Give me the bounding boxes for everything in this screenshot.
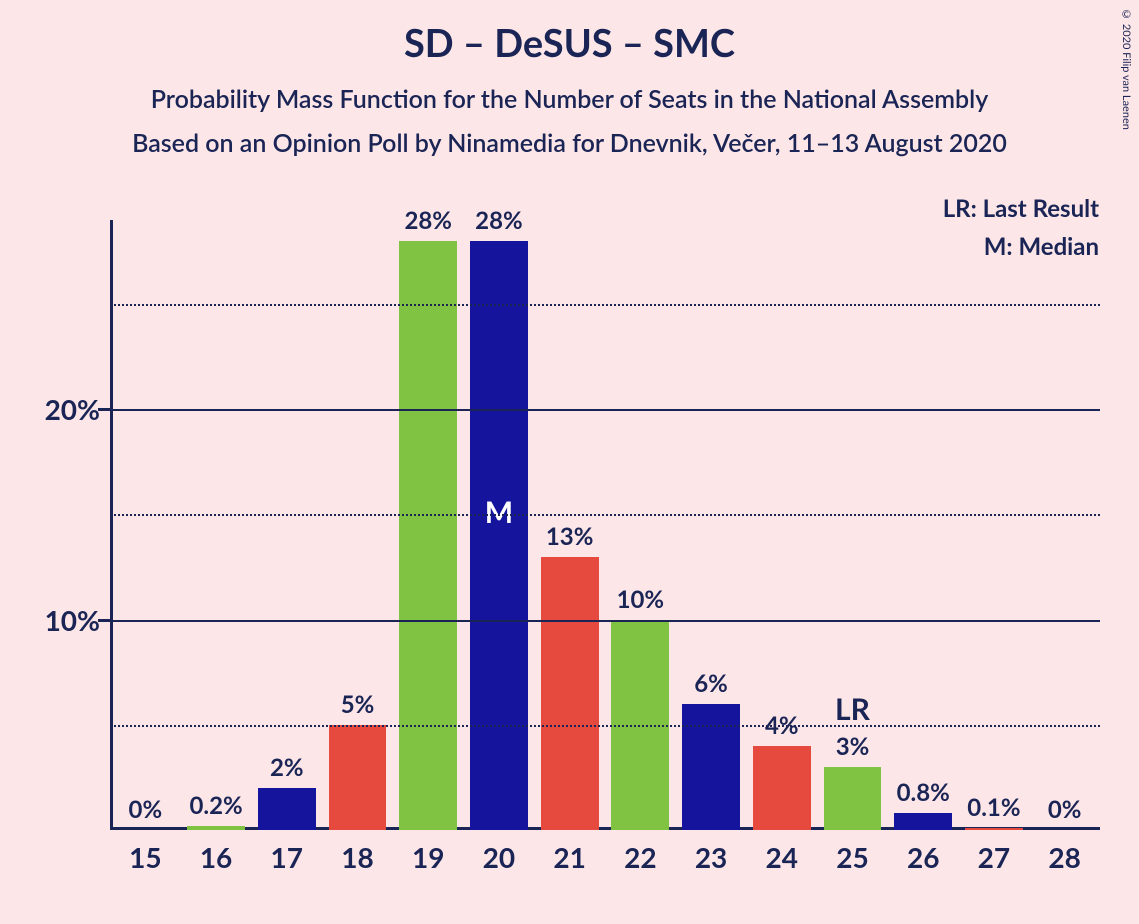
xtick-label: 19 <box>393 840 464 874</box>
ytick-label: 10% <box>45 603 100 637</box>
bar: 4% <box>753 746 811 830</box>
median-marker: M <box>470 494 528 530</box>
bar-value-label: 0% <box>116 795 174 824</box>
chart-subtitle-2: Based on an Opinion Poll by Ninamedia fo… <box>0 128 1139 158</box>
bar-value-label: 10% <box>611 585 669 614</box>
grid-minor <box>110 514 1100 516</box>
chart-title: SD – DeSUS – SMC <box>0 0 1139 66</box>
chart-area: 0%0.2%2%5%28%28%M13%10%6%4%3%LR0.8%0.1%0… <box>110 220 1100 830</box>
bar-value-label: 6% <box>682 669 740 698</box>
bar-value-label: 0% <box>1036 795 1094 824</box>
bar: 13% <box>541 557 599 830</box>
bar-value-label: 28% <box>470 206 528 235</box>
bars-container: 0%0.2%2%5%28%28%M13%10%6%4%3%LR0.8%0.1%0… <box>110 220 1100 830</box>
ytick-label: 20% <box>45 392 100 426</box>
bar: 0.2% <box>187 826 245 830</box>
bar: 28%M <box>470 241 528 830</box>
xtick-label: 26 <box>888 840 959 874</box>
bar: 0.1% <box>965 828 1023 830</box>
bar-value-label: 0.1% <box>965 793 1023 822</box>
bar-value-label: 0.2% <box>187 791 245 820</box>
bar: 0.8% <box>894 813 952 830</box>
xtick-label: 17 <box>251 840 322 874</box>
bar-value-label: 13% <box>541 522 599 551</box>
chart-subtitle: Probability Mass Function for the Number… <box>0 84 1139 114</box>
xtick-label: 27 <box>959 840 1030 874</box>
xtick-label: 22 <box>605 840 676 874</box>
bar-value-label: 0.8% <box>894 778 952 807</box>
copyright: © 2020 Filip van Laenen <box>1120 8 1133 130</box>
bar-value-label: 3% <box>824 732 882 761</box>
grid-minor <box>110 725 1100 727</box>
bar: 3%LR <box>824 767 882 830</box>
grid-major <box>110 620 1100 622</box>
bar-value-label: 28% <box>399 206 457 235</box>
bar-value-label: 5% <box>329 690 387 719</box>
xtick-label: 20 <box>464 840 535 874</box>
xtick-label: 18 <box>322 840 393 874</box>
bar-value-label: 2% <box>258 753 316 782</box>
xtick-label: 16 <box>181 840 252 874</box>
bar: 6% <box>682 704 740 830</box>
xtick-label: 24 <box>746 840 817 874</box>
bar: 5% <box>329 725 387 830</box>
xtick-label: 28 <box>1029 840 1100 874</box>
bar: 28% <box>399 241 457 830</box>
last-result-marker: LR <box>824 691 882 727</box>
xtick-label: 21 <box>534 840 605 874</box>
grid-major <box>110 409 1100 411</box>
xtick-label: 25 <box>817 840 888 874</box>
xtick-label: 23 <box>676 840 747 874</box>
grid-minor <box>110 304 1100 306</box>
bar: 2% <box>258 788 316 830</box>
xtick-label: 15 <box>110 840 181 874</box>
